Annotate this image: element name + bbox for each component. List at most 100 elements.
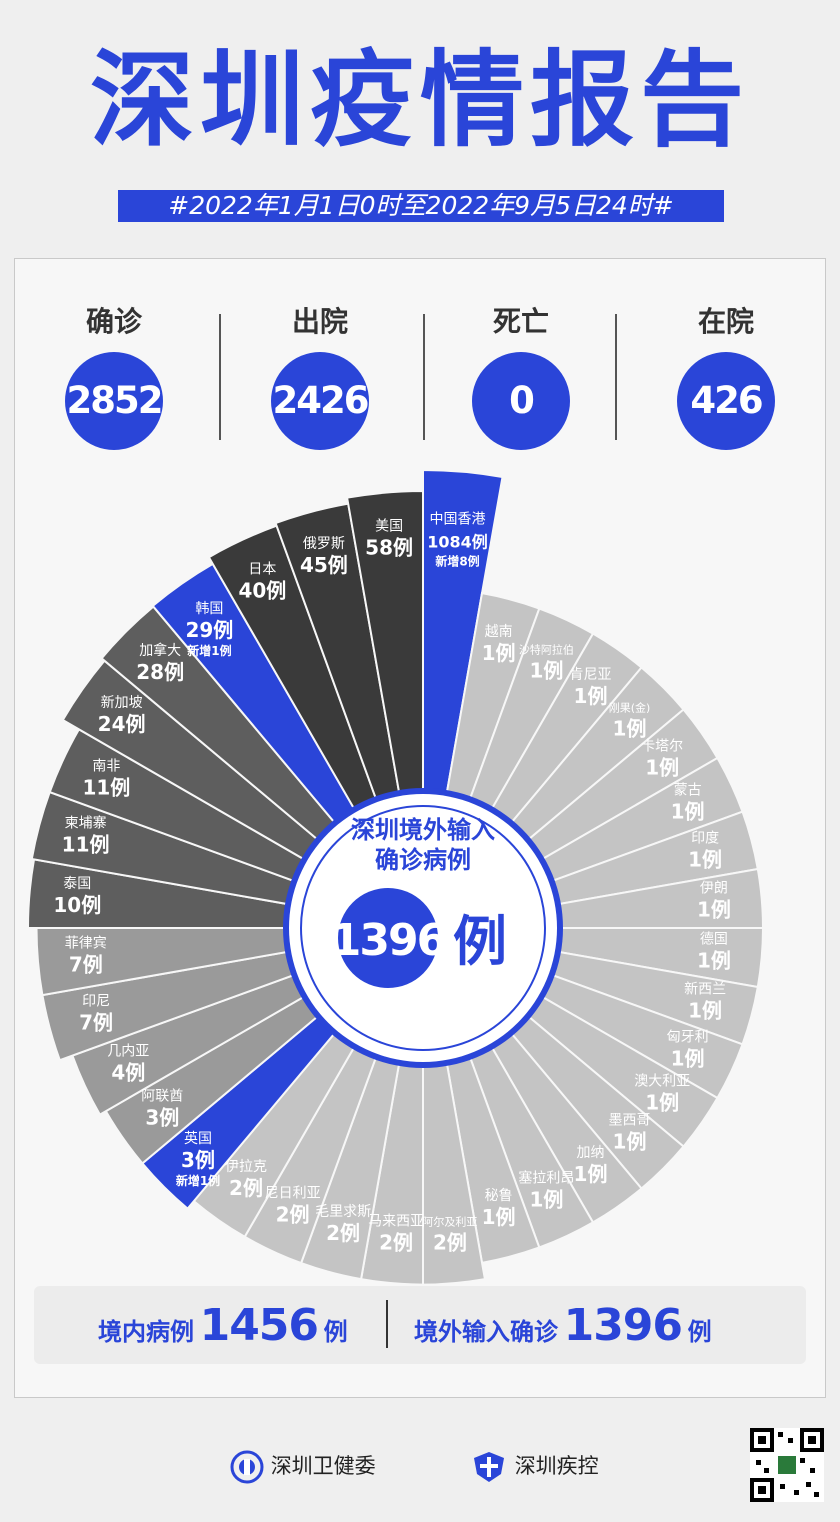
slice-country-label: 越南 [485, 624, 513, 640]
slice-value-label: 45例 [300, 553, 348, 577]
slice-value-label: 2例 [229, 1176, 263, 1200]
slice-value-label: 1例 [697, 898, 731, 922]
center-value-badge [338, 888, 438, 988]
page-title: 深圳疫情报告 [89, 39, 750, 161]
slice-country-label: 南非 [92, 758, 120, 774]
slice-value-label: 11例 [62, 833, 110, 857]
stat-label: 死亡 [492, 305, 549, 338]
slice-value-label: 7例 [79, 1011, 113, 1035]
slice-value-label: 1例 [697, 948, 731, 972]
slice-value-label: 3例 [145, 1106, 179, 1130]
slice-country-label: 匈牙利 [667, 1029, 709, 1045]
emblem-icon [230, 1450, 264, 1484]
summary-bar [34, 1286, 806, 1364]
slice-value-label: 1例 [529, 1188, 563, 1212]
slice-country-label: 日本 [248, 562, 276, 578]
stat-value: 2426 [271, 352, 369, 450]
slice-country-label: 秘鲁 [485, 1188, 513, 1204]
slice-country-label: 伊朗 [700, 881, 728, 897]
center-label-1: 深圳境外输入 [351, 816, 495, 844]
slice-country-label: 新加坡 [101, 695, 143, 711]
slice-value-label: 24例 [98, 712, 146, 736]
slice-country-label: 蒙古 [674, 783, 702, 799]
slice-value-label: 40例 [238, 579, 286, 603]
center-value: 1396 [331, 915, 446, 966]
slice-value-label: 1084例 [427, 533, 488, 552]
summary-divider [386, 1300, 388, 1348]
slice-value-label: 2例 [326, 1221, 360, 1245]
slice-country-label: 美国 [375, 519, 403, 535]
local-cases-label: 境内病例 [98, 1318, 194, 1346]
imported-cases-unit: 例 [687, 1318, 712, 1346]
slice-country-label: 柬埔寨 [65, 815, 107, 832]
slice-country-label: 塞拉利昂 [518, 1170, 574, 1187]
stat-label: 在院 [697, 305, 754, 338]
stat-value: 2852 [65, 352, 163, 450]
slice-value-label: 1例 [688, 999, 722, 1023]
stat-hospitalized: 在院 426 [626, 300, 826, 450]
slice-value-label: 2例 [433, 1230, 467, 1254]
qr-code-image[interactable] [750, 1428, 824, 1502]
slice-value-label: 1例 [529, 658, 563, 682]
slice-country-label: 尼日利亚 [265, 1186, 321, 1202]
slice-country-label: 伊拉克 [225, 1159, 267, 1175]
slice-value-label: 1例 [574, 1162, 608, 1186]
org-2-name: 深圳疾控 [514, 1454, 599, 1478]
slice-value-label: 7例 [69, 953, 103, 977]
slice-country-label: 加纳 [577, 1145, 605, 1161]
slice-value-label: 58例 [365, 536, 413, 560]
slice-country-label: 德国 [700, 931, 728, 947]
slice-value-label: 11例 [82, 775, 130, 799]
shield-icon [474, 1452, 504, 1482]
org-1-name: 深圳卫健委 [270, 1454, 376, 1478]
slice-note-label: 新增1例 [187, 643, 231, 658]
slice-value-label: 1例 [613, 717, 647, 741]
slice-country-label: 沙特阿拉伯 [519, 642, 574, 656]
slice-value-label: 1例 [574, 684, 608, 708]
slice-value-label: 29例 [185, 618, 233, 642]
slice-value-label: 2例 [276, 1203, 310, 1227]
slice-value-label: 1例 [645, 1091, 679, 1115]
imported-cases-summary: 境外输入确诊 1396 例 [414, 1296, 712, 1356]
imported-cases-label: 境外输入确诊 [414, 1318, 558, 1346]
slice-value-label: 1例 [482, 641, 516, 665]
slice-value-label: 1例 [671, 800, 705, 824]
slice-country-label: 阿尔及利亚 [422, 1215, 477, 1228]
slice-country-label: 泰国 [63, 876, 91, 892]
slice-country-label: 韩国 [195, 601, 223, 617]
date-range-banner: #2022年1月1日0时至2022年9月5日24时# [118, 190, 724, 222]
stat-value: 426 [677, 352, 775, 450]
slice-country-label: 新西兰 [684, 982, 726, 998]
stat-discharged: 出院 2426 [220, 300, 420, 450]
local-cases-value: 1456 [199, 1300, 319, 1351]
slice-country-label: 英国 [184, 1130, 212, 1147]
divider [423, 314, 425, 440]
slice-value-label: 1例 [613, 1130, 647, 1154]
footer-org-1: 深圳卫健委 [230, 1446, 376, 1486]
slice-country-label: 中国香港 [430, 512, 486, 528]
stat-value: 0 [472, 352, 570, 450]
slice-country-label: 俄罗斯 [303, 536, 345, 552]
slice-country-label: 几内亚 [107, 1043, 149, 1059]
slice-value-label: 2例 [379, 1230, 413, 1254]
slice-value-label: 1例 [671, 1046, 705, 1070]
slice-country-label: 菲律宾 [65, 936, 107, 952]
slice-country-label: 印度 [691, 830, 719, 846]
slice-country-label: 肯尼亚 [570, 667, 612, 683]
slice-country-label: 卡塔尔 [641, 739, 683, 755]
slice-note-label: 新增8例 [435, 554, 479, 569]
slice-value-label: 1例 [645, 756, 679, 780]
slice-value-label: 4例 [111, 1060, 145, 1084]
divider [219, 314, 221, 440]
slice-country-label: 墨西哥 [609, 1113, 651, 1129]
slice-value-label: 1例 [688, 847, 722, 871]
slice-note-label: 新增1例 [176, 1173, 220, 1188]
slice-country-label: 毛里求斯 [315, 1204, 371, 1220]
slice-value-label: 3例 [181, 1148, 215, 1172]
slice-value-label: 10例 [53, 893, 101, 917]
local-cases-summary: 境内病例 1456 例 [98, 1296, 348, 1356]
slice-country-label: 阿联酋 [141, 1088, 183, 1105]
slice-country-label: 马来西亚 [368, 1213, 424, 1229]
stat-confirmed: 确诊 2852 [14, 300, 214, 450]
